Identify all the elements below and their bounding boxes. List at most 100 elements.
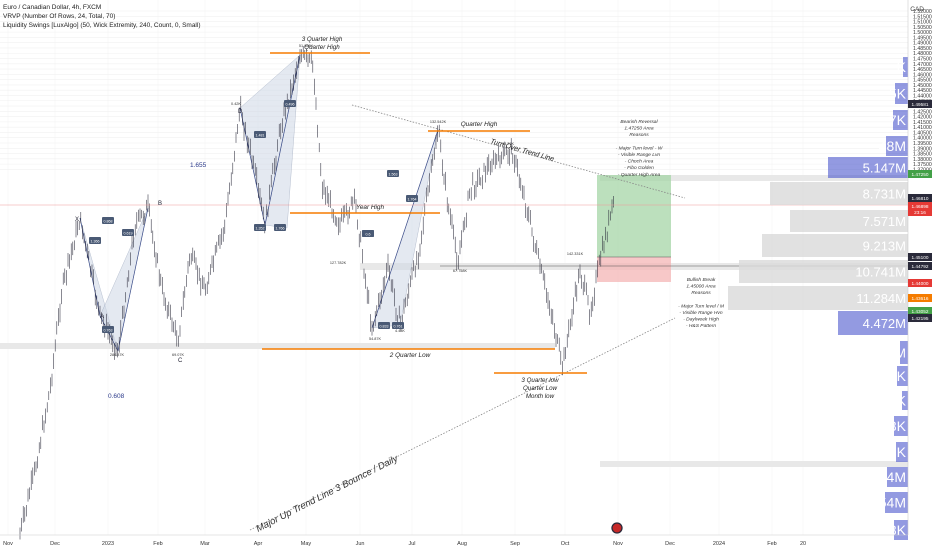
volume-profile: K 5K 7K 48M 5.147M 8.731M 7.571M 9.213M 10.741M 1…	[728, 57, 908, 540]
bullish-note: - Daylweek High	[683, 317, 719, 323]
bearish-note: Bearish Reversal	[620, 119, 658, 125]
price-tag-value: 23:16	[914, 210, 926, 215]
ratio-value: 0.619	[124, 231, 133, 235]
y-tick-label: 1.47000	[913, 62, 932, 68]
x-tick-label: 20	[800, 541, 806, 547]
ratio-box	[89, 237, 101, 244]
y-tick-label: 1.38500	[913, 152, 932, 158]
x-tick-label: Nov	[3, 541, 13, 547]
ratio-value: 1.764	[408, 197, 417, 201]
pattern-point-label: D	[238, 109, 243, 115]
y-tick-label: 1.47500	[913, 57, 932, 63]
ratio-box	[392, 322, 404, 329]
liquidity-count: 142.331K	[567, 252, 584, 256]
volume-label: 4.472M	[863, 316, 906, 331]
turn-over-trend-label: Turn Over Trend Line	[489, 138, 554, 163]
x-tick-label: Aug	[457, 541, 467, 547]
indicator-vrvp[interactable]: VRVP (Number Of Rows, 24, Total, 70)	[3, 13, 116, 20]
liquidity-count: 284.87K	[110, 353, 125, 357]
pattern-point-label: C	[178, 358, 183, 364]
harmonic-pattern	[79, 54, 439, 352]
bearish-note: - Major Turn level - W	[616, 145, 663, 151]
grid-lines	[0, 0, 908, 535]
ratio-value: 1.481	[256, 133, 265, 137]
price-tag-box	[908, 253, 932, 261]
ratio-value: 1.766	[276, 226, 285, 230]
liquidity-count: 67.758K	[453, 269, 468, 273]
ratio-value: 0.6	[366, 232, 371, 236]
bullish-note: - Visible Range Hvn	[679, 310, 722, 316]
horizontal-levels[interactable]	[0, 52, 908, 374]
ratio-value: 0.496	[286, 102, 295, 106]
volume-bar	[902, 391, 908, 410]
indicator-liquidity-swings[interactable]: Liquidity Swings [LuxAlgo] (50, Wick Ext…	[3, 22, 201, 29]
ratio-box	[284, 100, 296, 107]
logo-icon	[611, 522, 623, 534]
volume-label: K	[897, 368, 907, 384]
volume-label: 8K	[889, 444, 907, 460]
position-zones[interactable]	[597, 175, 671, 282]
price-tag-value: 1.44792	[912, 264, 929, 269]
price-tag-box	[908, 100, 932, 108]
volume-label: 11.284M	[856, 291, 906, 306]
x-tick-label: 2024	[713, 541, 725, 547]
bearish-note: 1.47250 Area	[624, 126, 653, 132]
level-label: Quarter High	[304, 44, 340, 51]
ratio-value: 1.352	[256, 226, 265, 230]
y-tick-label: 1.38000	[913, 157, 932, 163]
y-tick-label: 1.49000	[913, 41, 932, 47]
ratio-value: 0.761	[394, 324, 403, 328]
y-tick-label: 1.48000	[913, 51, 932, 57]
y-tick-label: 1.51500	[913, 14, 932, 20]
volume-label: 34M	[879, 469, 906, 485]
y-tick-label: 1.45000	[913, 83, 932, 89]
time-axis[interactable]: Nov Dec 2023 Feb Mar Apr May Jun Jul Aug Sep Oct Nov…	[0, 534, 908, 547]
price-tag-value: 1.42195	[912, 316, 929, 321]
volume-bar	[728, 286, 908, 310]
pattern-leg	[371, 129, 439, 329]
x-tick-label: Nov	[613, 541, 623, 547]
bullish-note: - H&S Pattern	[686, 323, 716, 329]
volume-label: 3K	[889, 418, 907, 434]
volume-label: 7.571M	[863, 214, 906, 229]
ratio-value: 0.868	[104, 219, 113, 223]
turn-over-trend-line	[351, 104, 686, 199]
volume-label: 8.731M	[863, 187, 906, 202]
ratio-box	[254, 224, 266, 231]
currency-label: CAD	[910, 6, 924, 13]
volume-bar	[838, 311, 908, 335]
volume-label: 54M	[879, 495, 906, 511]
ratio-box	[254, 131, 266, 138]
target-zone	[597, 175, 671, 257]
y-tick-label: 1.41000	[913, 125, 932, 131]
bullish-note: Reasons	[691, 290, 711, 296]
ratio-box	[102, 217, 114, 224]
stop-zone	[597, 257, 671, 282]
price-tag-box	[908, 279, 932, 287]
y-tick-label: 1.42500	[913, 109, 932, 115]
liquidity-band	[600, 461, 908, 467]
ratio-value: 1.366	[91, 239, 100, 243]
level-label: Quarter Low	[523, 385, 558, 392]
price-tag-box	[908, 170, 932, 178]
level-label: 3 Quarter High	[302, 36, 343, 43]
price-tag-box	[908, 202, 932, 210]
level-label: 3 Quarter low	[521, 377, 559, 384]
y-tick-label: 1.44500	[913, 88, 932, 94]
y-tick-label: 1.50000	[913, 30, 932, 36]
ratio-value: 0.833	[380, 324, 389, 328]
volume-bar	[828, 157, 908, 178]
trend-lines[interactable]	[249, 104, 686, 531]
x-tick-label: Dec	[50, 541, 60, 547]
liquidity-count: 48.71K	[502, 142, 515, 146]
price-tag-box	[908, 262, 932, 270]
y-tick-label: 1.44000	[913, 93, 932, 99]
volume-label: 5.147M	[863, 161, 906, 176]
y-tick-label: 1.46000	[913, 72, 932, 78]
ratio-value: 1.563	[389, 172, 398, 176]
y-tick-label: 1.42000	[913, 115, 932, 121]
volume-label: K	[897, 59, 907, 75]
volume-bar	[762, 234, 908, 257]
liquidity-count: 54.87K	[369, 337, 382, 341]
